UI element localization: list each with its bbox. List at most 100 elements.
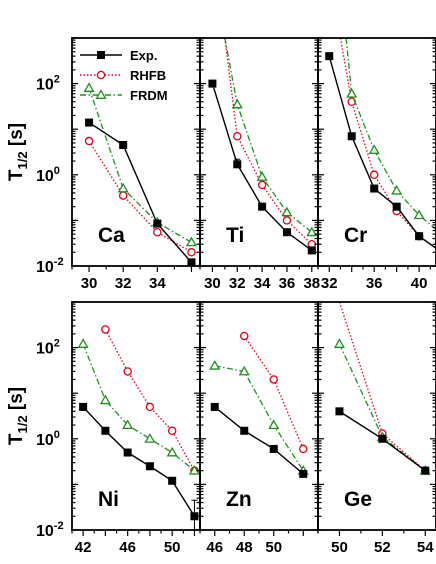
Ni-exp-point-3 <box>145 462 154 471</box>
legend-frdm-label: FRDM <box>130 88 168 103</box>
panel-Ge-series <box>333 302 431 475</box>
panel-Ti-xtick-label: 38 <box>303 275 320 292</box>
y-axis-title-main: T <box>6 433 27 445</box>
panel-Cr: 32 36 40 Cr <box>317 37 436 292</box>
y-tick-exponent: 0 <box>54 429 60 441</box>
Cr-exp-point-1 <box>347 132 356 141</box>
panel-Cr-xtick-label: 32 <box>321 275 338 292</box>
Cr-exp-point-3 <box>392 202 401 211</box>
panel-Zn-xtick-label: 50 <box>265 539 282 556</box>
panel-Ti-xtick-label: 36 <box>279 275 296 292</box>
Ca-exp-point-0 <box>85 118 94 127</box>
Ge-exp-point-1 <box>378 434 387 443</box>
y-tick-base: 10 <box>36 432 54 449</box>
panel-Ti-xtick-label: 34 <box>254 275 271 292</box>
y-tick-exponent: -2 <box>54 256 64 268</box>
Ca-frdm-line <box>88 87 192 243</box>
panel-Ge-xtick-label: 50 <box>331 539 348 556</box>
Cr-exp-point-0 <box>325 52 334 61</box>
y-tick-exponent: 2 <box>54 338 60 350</box>
y-tick-label: 100 <box>36 429 60 449</box>
Ca-frdm-point-1 <box>117 182 129 193</box>
y-tick-base: 10 <box>36 168 54 185</box>
panel-Zn-xtick-label: 46 <box>206 539 223 556</box>
Ni-exp-point-4 <box>168 476 177 485</box>
Zn-frdm-point-0 <box>209 360 221 370</box>
panel-Ni-element-label: Ni <box>98 488 119 511</box>
Ca-exp-line <box>88 121 192 263</box>
Cr-frdm-point-1 <box>346 88 358 98</box>
panel-Ge: 50 52 54 Ge <box>317 301 436 556</box>
legend-frdm-point-0 <box>95 89 107 99</box>
y-axis-title-subscript: 1/2 <box>15 151 30 169</box>
panel-Ti: 30 32 34 36 38 Ti <box>199 37 320 292</box>
Ni-frdm-point-4 <box>166 446 178 457</box>
Ca-exp-point-1 <box>119 141 128 150</box>
legend-exp-point-0 <box>97 51 105 59</box>
panel-Zn-series <box>209 331 309 478</box>
panel-Zn-xtick-label: 48 <box>236 539 253 556</box>
Ca-rhfb-point-1 <box>118 191 128 200</box>
Cr-rhfb-point-2 <box>369 170 379 180</box>
legend-rhfb-point-0 <box>96 70 106 80</box>
Zn-exp-line <box>214 406 304 475</box>
panel-Ca-xtick-label: 34 <box>149 275 166 292</box>
Zn-frdm-point-1 <box>238 365 250 376</box>
panel-Ni: 42 46 50 Ni <box>71 301 201 556</box>
Cr-frdm-line <box>345 38 436 231</box>
y-tick-exponent: 0 <box>54 165 60 177</box>
y-axis-title-main: T <box>6 169 27 181</box>
y-axis-title-subscript: 1/2 <box>15 415 30 433</box>
Ni-rhfb-point-2 <box>145 402 155 412</box>
panel-Ca-element-label: Ca <box>98 224 125 247</box>
Ti-exp-point-1 <box>233 160 242 169</box>
Ca-rhfb-point-3 <box>187 248 196 257</box>
Ti-exp-point-2 <box>258 202 267 211</box>
Ca-rhfb-point-0 <box>84 136 94 146</box>
Ca-frdm-point-3 <box>185 236 197 247</box>
Zn-exp-point-2 <box>269 444 278 453</box>
Ti-rhfb-point-1 <box>233 132 242 141</box>
legend-rhfb-label: RHFB <box>130 68 166 83</box>
Ge-frdm-point-0 <box>333 338 345 348</box>
panel-Ge-xtick-label: 54 <box>417 539 434 556</box>
y-axis-title: T1/2 [s] <box>6 387 30 445</box>
Ca-exp-point-2 <box>153 219 162 228</box>
Cr-exp-point-2 <box>370 184 379 193</box>
Zn-rhfb-point-1 <box>269 375 278 384</box>
Ti-exp-point-4 <box>307 246 316 255</box>
Zn-exp-point-0 <box>210 402 219 411</box>
Ni-frdm-point-0 <box>77 338 89 348</box>
Ge-frdm-line <box>338 343 426 472</box>
panel-Ge-element-label: Ge <box>344 488 372 511</box>
Ti-frdm-point-4 <box>306 226 318 237</box>
Ti-rhfb-point-2 <box>257 180 267 190</box>
Ni-frdm-point-2 <box>122 419 134 430</box>
Zn-rhfb-point-2 <box>298 444 308 454</box>
panel-Ti-series <box>208 38 318 255</box>
Ti-frdm-point-3 <box>281 206 293 217</box>
Zn-rhfb-line <box>243 335 304 450</box>
panel-Ni-xtick-label: 42 <box>75 539 92 556</box>
panel-Cr-xtick-label: 40 <box>411 275 428 292</box>
y-tick-exponent: 2 <box>54 74 60 86</box>
Ti-exp-point-0 <box>208 79 217 88</box>
panel-Ca-xtick-label: 32 <box>115 275 132 292</box>
Ti-exp-point-3 <box>282 228 291 237</box>
panel-Ge-frame <box>317 301 436 531</box>
Ni-exp-point-2 <box>123 448 132 457</box>
y-tick-base: 10 <box>36 341 54 358</box>
panel-Cr-series <box>325 38 436 250</box>
legend: Exp. RHFB FRDM <box>80 48 168 103</box>
y-tick-exponent: -2 <box>54 520 64 532</box>
Ni-frdm-line <box>82 343 195 472</box>
Ni-rhfb-point-0 <box>101 325 110 334</box>
legend-exp-label: Exp. <box>130 48 157 63</box>
panel-Ni-xtick-label: 50 <box>164 539 181 556</box>
Ni-exp-point-1 <box>101 426 110 435</box>
Zn-frdm-line <box>214 365 304 472</box>
Ca-exp-point-3 <box>187 258 196 266</box>
Cr-frdm-point-2 <box>368 144 380 154</box>
Ni-exp-point-0 <box>79 402 88 411</box>
